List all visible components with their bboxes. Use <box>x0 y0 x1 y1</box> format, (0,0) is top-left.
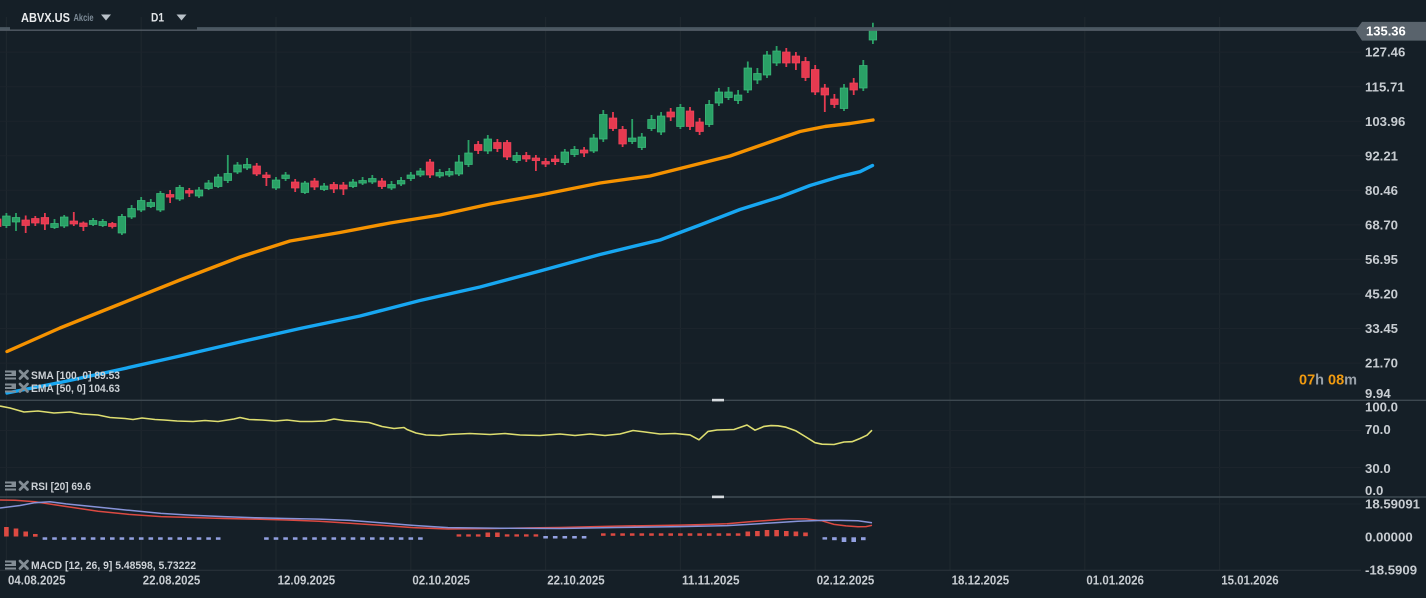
svg-text:21.70: 21.70 <box>1365 356 1398 371</box>
svg-text:12.09.2025: 12.09.2025 <box>278 574 336 588</box>
svg-text:33.45: 33.45 <box>1365 321 1398 336</box>
svg-text:80.46: 80.46 <box>1365 183 1398 198</box>
svg-text:115.71: 115.71 <box>1365 79 1405 94</box>
svg-text:02.12.2025: 02.12.2025 <box>817 574 875 588</box>
svg-text:01.01.2026: 01.01.2026 <box>1086 574 1144 588</box>
svg-text:135.36: 135.36 <box>1366 24 1406 39</box>
svg-text:Akcie: Akcie <box>74 13 94 24</box>
svg-text:103.96: 103.96 <box>1365 114 1405 129</box>
svg-text:0.00000: 0.00000 <box>1365 530 1413 545</box>
svg-text:56.95: 56.95 <box>1365 252 1398 267</box>
svg-text:02.10.2025: 02.10.2025 <box>412 574 470 588</box>
svg-text:0.0: 0.0 <box>1365 483 1383 498</box>
svg-text:100.0: 100.0 <box>1365 399 1398 414</box>
svg-text:SMA [100, 0] 89.53: SMA [100, 0] 89.53 <box>31 370 120 382</box>
svg-text:68.70: 68.70 <box>1365 218 1398 233</box>
svg-text:EMA [50, 0] 104.63: EMA [50, 0] 104.63 <box>31 383 120 395</box>
svg-text:15.01.2026: 15.01.2026 <box>1221 574 1279 588</box>
svg-text:07h 08m: 07h 08m <box>1299 373 1357 389</box>
svg-text:9.94: 9.94 <box>1365 386 1391 401</box>
svg-text:22.10.2025: 22.10.2025 <box>547 574 605 588</box>
svg-text:22.08.2025: 22.08.2025 <box>143 574 201 588</box>
svg-text:04.08.2025: 04.08.2025 <box>8 574 66 588</box>
svg-text:18.12.2025: 18.12.2025 <box>952 574 1010 588</box>
svg-text:-18.5909: -18.5909 <box>1365 563 1417 578</box>
svg-text:18.59091: 18.59091 <box>1365 497 1420 512</box>
svg-text:30.0: 30.0 <box>1365 461 1391 476</box>
svg-text:70.0: 70.0 <box>1365 422 1391 437</box>
svg-text:45.20: 45.20 <box>1365 287 1398 302</box>
svg-text:D1: D1 <box>151 11 164 25</box>
svg-text:11.11.2025: 11.11.2025 <box>682 574 740 588</box>
svg-text:RSI [20] 69.6: RSI [20] 69.6 <box>31 481 91 493</box>
svg-text:127.46: 127.46 <box>1365 45 1405 60</box>
svg-text:92.21: 92.21 <box>1365 148 1398 163</box>
svg-text:ABVX.US: ABVX.US <box>21 10 70 25</box>
svg-text:MACD [12, 26, 9] 5.48598, 5.7: MACD [12, 26, 9] 5.48598, 5.73222 <box>31 560 196 572</box>
